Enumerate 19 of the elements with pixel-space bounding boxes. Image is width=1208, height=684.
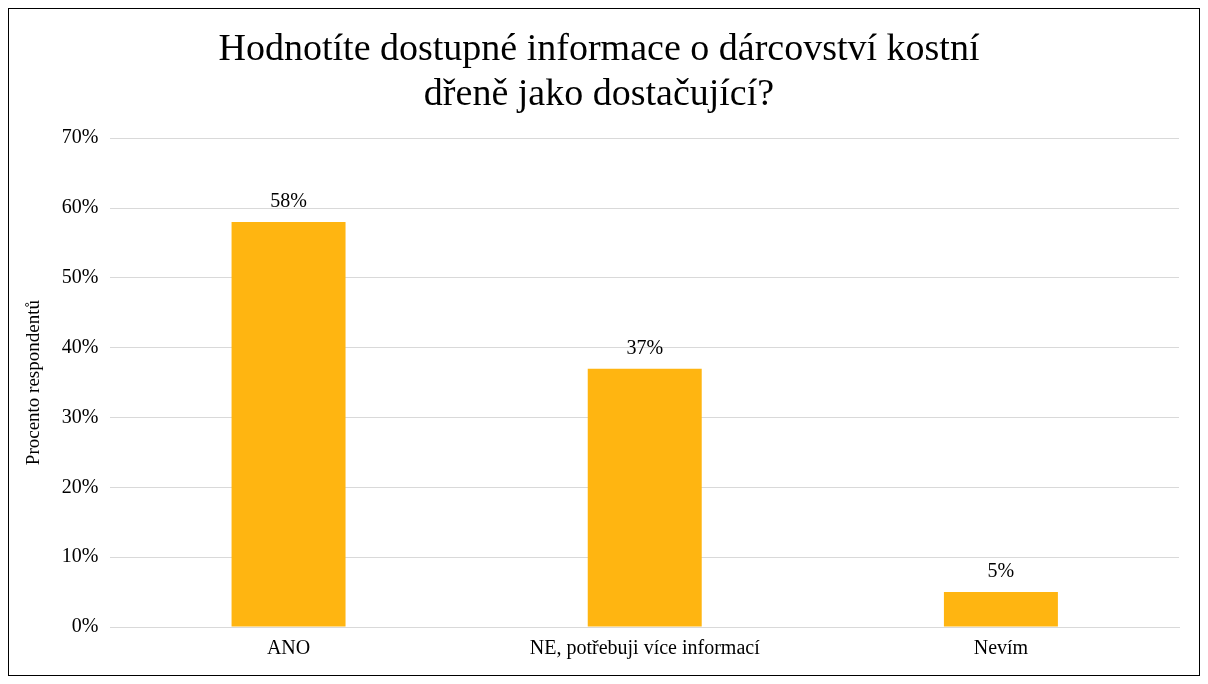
- y-tick-label: 10%: [61, 544, 99, 567]
- x-tick-label: Nevím: [973, 636, 1029, 659]
- y-tick-label: 30%: [61, 404, 99, 427]
- chart-title: Hodnotíte dostupné informace o dárcovství kostní dřeně jako dostačující?: [218, 25, 980, 114]
- data-label: 37%: [626, 335, 664, 358]
- y-tick-label: 60%: [61, 195, 99, 218]
- x-tick-label: NE, potřebuji více informací: [529, 636, 761, 660]
- y-tick-label: 50%: [61, 265, 99, 288]
- y-axis-title: Procento respondentů: [22, 299, 44, 466]
- y-tick-label: 70%: [61, 125, 99, 148]
- y-tick-label: 0%: [71, 614, 99, 637]
- bar: [231, 221, 346, 627]
- y-tick-label: 40%: [61, 334, 99, 357]
- data-label: 5%: [987, 559, 1015, 582]
- bar: [587, 368, 702, 627]
- y-tick-label: 20%: [61, 474, 99, 497]
- x-tick-label: ANO: [266, 636, 311, 659]
- data-label: 58%: [270, 189, 307, 212]
- bar: [943, 592, 1058, 627]
